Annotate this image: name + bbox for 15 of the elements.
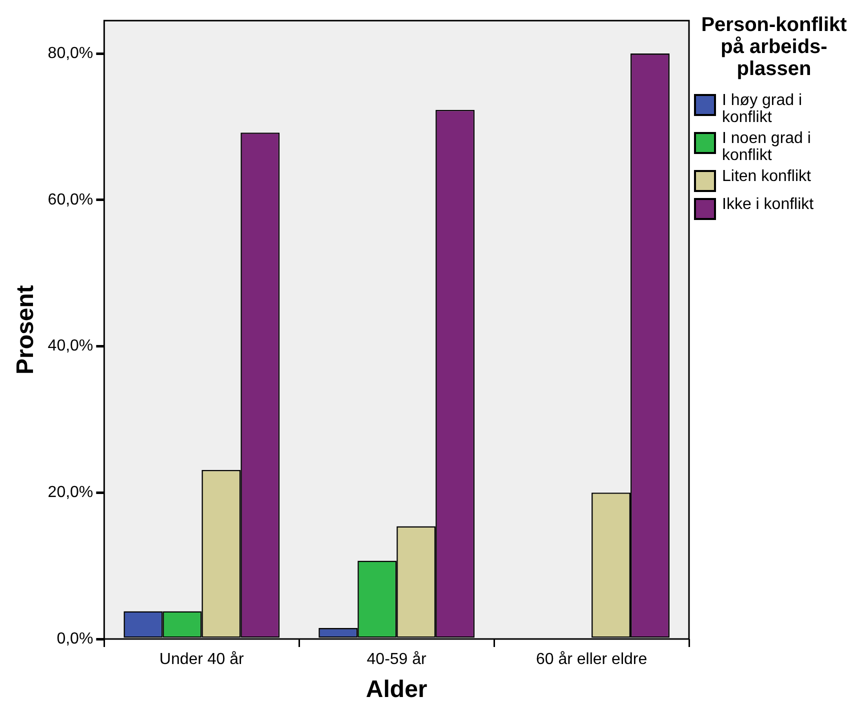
y-tick-label: 40,0% [48,338,94,355]
y-tick-label: 0,0% [56,630,94,648]
y-axis-title: Prosent [12,285,40,374]
y-tick-label: 80,0% [48,44,94,62]
legend-title: Person-konflikt på arbeids-plassen [700,14,848,80]
legend-label: Ikke i konflikt [722,196,815,213]
x-tick-label: 40-59 år [366,651,428,668]
y-tick-label: 60,0% [48,191,94,208]
legend-label: I høy grad i konflikt [722,92,804,126]
x-tick-label: Under 40 år [159,651,245,668]
x-axis-title: Alder [366,676,428,704]
legend-label: Liten konflikt [722,168,812,185]
x-tick-label: 60 år eller eldre [536,651,648,668]
legend-label: I noen grad i konflikt [722,130,812,164]
y-tick-label: 20,0% [48,484,94,502]
